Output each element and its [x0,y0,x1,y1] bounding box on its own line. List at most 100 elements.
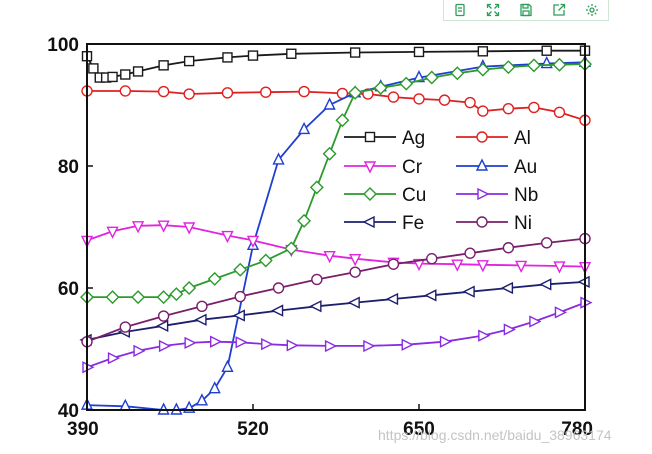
data-point-al [528,101,540,114]
data-point-ni [502,242,515,254]
data-point-cu [284,241,299,256]
data-point-cu [207,271,222,286]
data-point-ag [286,48,297,59]
data-point-ag [132,66,144,77]
legend-label-cu: Cu [402,185,426,206]
data-point-ni [119,321,132,333]
settings-button[interactable] [575,0,608,20]
data-point-ni [349,266,361,278]
data-point-al [119,85,132,97]
legend-marker-ag [364,131,376,143]
data-point-cr [451,259,464,272]
legend-item-al: Al [456,128,531,149]
data-point-ni [387,258,400,270]
data-point-al [157,85,170,98]
series-al [81,85,591,126]
data-point-au [221,359,234,372]
data-point-fe [270,304,284,317]
legend-item-au: Au [456,157,537,178]
data-point-ag [541,45,552,56]
data-point-cr [412,258,426,272]
legend-marker-au [475,158,489,171]
data-point-nb [133,344,146,357]
data-point-ag [222,52,233,63]
legend-label-nb: Nb [514,185,538,206]
data-point-cu [297,213,312,228]
legend-label-fe: Fe [402,213,424,234]
data-point-cr [246,235,260,248]
data-point-ni [157,310,170,322]
data-point-ag [120,69,131,80]
data-point-au [272,152,285,165]
data-point-al [502,102,515,115]
data-point-fe [424,289,437,302]
data-point-nb [478,329,491,342]
data-point-cu [335,113,350,128]
data-point-fe [347,296,360,309]
legend-item-ni: Ni [456,213,532,234]
data-point-nb [107,352,121,365]
save-button[interactable] [510,0,543,20]
data-point-cu [258,253,273,268]
data-point-ni [311,273,323,286]
data-point-nb [209,335,223,348]
data-point-al [553,106,566,119]
data-point-nb [235,336,248,349]
data-point-fe [500,281,514,295]
series-fe [79,275,590,346]
copy-button[interactable] [444,0,477,20]
legend-marker-cr [363,161,377,174]
series-nb [82,296,593,374]
legend-item-fe: Fe [344,213,424,234]
data-point-ni [272,282,285,294]
data-point-ni [426,253,438,265]
data-point-cu [131,290,146,305]
y-tick-label: 80 [58,157,79,178]
data-point-cu [526,58,541,73]
data-point-cu [399,76,414,91]
data-point-cu [450,66,465,81]
data-point-cu [105,290,120,305]
series-ni [81,232,591,348]
data-point-cu [475,62,490,77]
data-point-cr [183,222,196,235]
legend-item-nb: Nb [456,185,538,206]
data-point-al [183,88,195,100]
series-line-cu [87,63,586,299]
data-point-au [323,97,336,110]
legend-label-al: Al [514,128,531,149]
series-cr [80,220,592,275]
legend-marker-fe [362,215,375,229]
data-point-nb [286,339,299,352]
data-point-fe [309,300,322,313]
data-point-fe [156,319,169,332]
data-point-cr [106,226,119,239]
data-point-cr [553,261,566,274]
legend-marker-ni [476,216,488,228]
data-point-ag [349,47,361,58]
share-button[interactable] [542,0,575,20]
data-point-cu [552,57,567,72]
data-point-fe [194,313,207,326]
data-point-cu [501,60,516,75]
settings-icon [585,4,598,16]
legend-label-ag: Ag [402,128,425,149]
data-point-nb [554,306,568,319]
x-tick-label: 520 [237,419,269,440]
data-point-cu [322,146,337,161]
data-point-cu [309,180,324,195]
series-cu [80,57,592,305]
series-line-fe [86,281,586,341]
data-point-ag [183,55,195,67]
data-point-ag [477,46,489,57]
save-icon [520,3,532,17]
expand-button[interactable] [477,0,510,20]
y-tick-label: 60 [58,279,79,300]
data-point-fe [539,278,552,291]
data-point-au [412,69,426,83]
plot-frame [86,43,586,411]
share-icon [553,3,565,16]
data-point-nb [184,336,197,350]
data-point-fe [462,285,475,298]
